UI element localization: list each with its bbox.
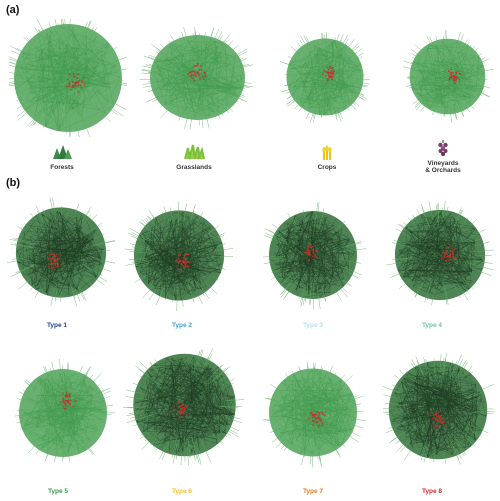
- network-edges: [403, 29, 494, 124]
- network-edges: [279, 32, 371, 123]
- network-type-2: [124, 201, 234, 311]
- network-grasslands: [139, 27, 254, 130]
- wheat-icon: [322, 145, 332, 160]
- network-edges: [386, 200, 494, 306]
- type-label-6: Type 6: [171, 488, 193, 495]
- type-label-8: Type 8: [421, 488, 443, 495]
- tree-icon: [53, 145, 72, 159]
- caption-vineyards-line1: Vineyards: [427, 160, 459, 167]
- network-forests: [8, 18, 128, 138]
- network-type-3: [262, 201, 367, 310]
- type-label-4: Type 4: [421, 322, 443, 329]
- type-label-3: Type 3: [302, 322, 324, 329]
- network-type-4: [386, 200, 494, 306]
- network-type-6: [122, 348, 245, 466]
- panel-label-a: (a): [6, 4, 20, 16]
- network-edges: [8, 18, 128, 138]
- type-label-5: Type 5: [47, 488, 69, 495]
- grape-icon: [438, 140, 448, 156]
- network-vineyards-orchards: [403, 29, 494, 124]
- network-edges: [382, 353, 495, 465]
- network-edges: [262, 361, 366, 468]
- network-edges: [14, 358, 116, 463]
- network-type-8: [382, 353, 495, 465]
- network-edges: [124, 201, 234, 311]
- network-crops: [279, 32, 371, 123]
- network-type-1: [6, 197, 116, 307]
- caption-vineyards-line2: & Orchards: [425, 167, 461, 175]
- panel-label-b: (b): [6, 177, 21, 189]
- network-edges: [6, 197, 116, 307]
- network-type-7: [262, 361, 366, 468]
- type-label-7: Type 7: [302, 488, 324, 495]
- type-label-1: Type 1: [46, 322, 68, 329]
- network-edges: [139, 27, 254, 130]
- type-label-2: Type 2: [171, 322, 193, 329]
- caption-crops: Crops: [317, 164, 337, 171]
- caption-vineyards-orchards: Vineyards & Orchards: [398, 160, 488, 175]
- network-edges: [262, 201, 367, 310]
- network-edges: [122, 348, 245, 466]
- grass-icon: [184, 144, 205, 160]
- caption-forests: Forests: [50, 164, 74, 171]
- caption-grasslands: Grasslands: [176, 164, 212, 171]
- network-type-5: [14, 358, 116, 463]
